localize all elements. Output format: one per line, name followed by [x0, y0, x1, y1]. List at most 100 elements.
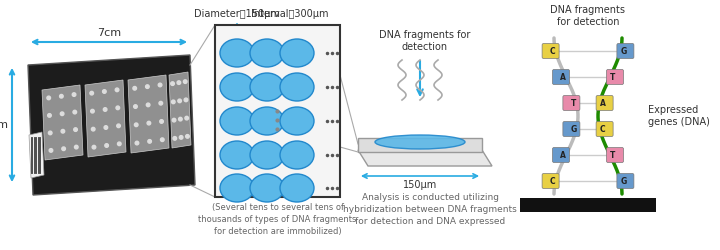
Circle shape — [48, 131, 52, 135]
Circle shape — [48, 114, 51, 117]
Text: T: T — [611, 72, 616, 82]
FancyBboxPatch shape — [563, 96, 580, 110]
Circle shape — [147, 121, 150, 125]
Circle shape — [60, 94, 63, 98]
Circle shape — [47, 96, 50, 100]
FancyBboxPatch shape — [552, 148, 570, 162]
Bar — [358, 138, 482, 152]
FancyBboxPatch shape — [563, 122, 580, 136]
Text: DNA fragments
for detection: DNA fragments for detection — [551, 5, 626, 28]
Polygon shape — [28, 55, 195, 195]
Polygon shape — [42, 85, 83, 160]
Circle shape — [91, 127, 95, 131]
Circle shape — [74, 145, 78, 149]
FancyBboxPatch shape — [596, 122, 613, 136]
Ellipse shape — [280, 107, 314, 135]
Circle shape — [159, 102, 163, 105]
Circle shape — [184, 80, 187, 84]
Circle shape — [160, 120, 163, 123]
Text: 150μm: 150μm — [403, 180, 437, 190]
FancyBboxPatch shape — [606, 148, 624, 162]
Text: A: A — [600, 98, 606, 108]
Circle shape — [73, 128, 77, 132]
Circle shape — [72, 93, 76, 96]
Circle shape — [60, 112, 64, 116]
FancyBboxPatch shape — [552, 70, 570, 84]
Circle shape — [133, 86, 137, 90]
Ellipse shape — [375, 135, 465, 149]
Circle shape — [171, 100, 175, 104]
Text: Expressed
genes (DNA): Expressed genes (DNA) — [648, 105, 710, 127]
Text: G: G — [620, 176, 626, 186]
Circle shape — [115, 88, 119, 92]
Circle shape — [185, 116, 189, 120]
Ellipse shape — [280, 141, 314, 169]
Circle shape — [135, 123, 138, 126]
Text: C: C — [600, 124, 606, 134]
Circle shape — [62, 147, 66, 150]
Circle shape — [61, 130, 65, 133]
Circle shape — [186, 134, 189, 138]
Text: C: C — [550, 46, 555, 56]
FancyBboxPatch shape — [617, 174, 634, 188]
Text: DNA fragments for
detection: DNA fragments for detection — [379, 30, 471, 52]
Bar — [215, 25, 340, 197]
Ellipse shape — [250, 107, 284, 135]
Circle shape — [104, 108, 107, 111]
Circle shape — [158, 83, 162, 87]
Ellipse shape — [250, 39, 284, 67]
Text: (Several tens to several tens of
thousands of types of DNA fragments
for detecti: (Several tens to several tens of thousan… — [198, 203, 356, 235]
Circle shape — [105, 144, 109, 147]
FancyBboxPatch shape — [542, 174, 559, 188]
Text: 3cm: 3cm — [0, 120, 8, 130]
Ellipse shape — [250, 174, 284, 202]
FancyBboxPatch shape — [596, 96, 613, 110]
FancyBboxPatch shape — [542, 44, 559, 59]
Circle shape — [117, 124, 120, 128]
Text: Interval～300μm: Interval～300μm — [251, 9, 329, 19]
Ellipse shape — [280, 39, 314, 67]
Circle shape — [134, 105, 138, 108]
Ellipse shape — [220, 174, 254, 202]
Circle shape — [91, 109, 94, 113]
Circle shape — [173, 136, 176, 140]
Circle shape — [145, 85, 149, 88]
Text: T: T — [611, 150, 616, 160]
Circle shape — [116, 106, 120, 110]
Polygon shape — [128, 75, 169, 153]
Circle shape — [171, 82, 174, 86]
Bar — [520, 198, 656, 212]
FancyBboxPatch shape — [606, 70, 624, 84]
Polygon shape — [85, 80, 126, 157]
Circle shape — [49, 148, 53, 152]
Circle shape — [90, 91, 94, 95]
Text: 7cm: 7cm — [97, 28, 121, 38]
Text: A: A — [560, 72, 566, 82]
Circle shape — [92, 145, 96, 149]
Circle shape — [104, 126, 108, 129]
Ellipse shape — [280, 174, 314, 202]
Circle shape — [102, 90, 106, 93]
Circle shape — [178, 99, 181, 103]
FancyBboxPatch shape — [617, 44, 634, 59]
Text: Diameter～150μm: Diameter～150μm — [194, 9, 280, 19]
Ellipse shape — [250, 141, 284, 169]
Polygon shape — [358, 150, 492, 166]
Ellipse shape — [250, 73, 284, 101]
Circle shape — [172, 118, 176, 122]
Circle shape — [135, 141, 139, 145]
Circle shape — [161, 138, 164, 141]
Circle shape — [117, 142, 121, 146]
Ellipse shape — [220, 39, 254, 67]
Text: G: G — [620, 46, 626, 56]
Polygon shape — [29, 132, 44, 178]
Ellipse shape — [280, 73, 314, 101]
Text: Analysis is conducted utilizing
hybridization between DNA fragments
for detectio: Analysis is conducted utilizing hybridiz… — [343, 193, 517, 226]
Circle shape — [146, 103, 150, 107]
Circle shape — [148, 140, 151, 143]
Ellipse shape — [220, 107, 254, 135]
Ellipse shape — [220, 73, 254, 101]
Text: A: A — [560, 150, 566, 160]
Text: T: T — [571, 98, 576, 108]
Circle shape — [179, 117, 182, 121]
